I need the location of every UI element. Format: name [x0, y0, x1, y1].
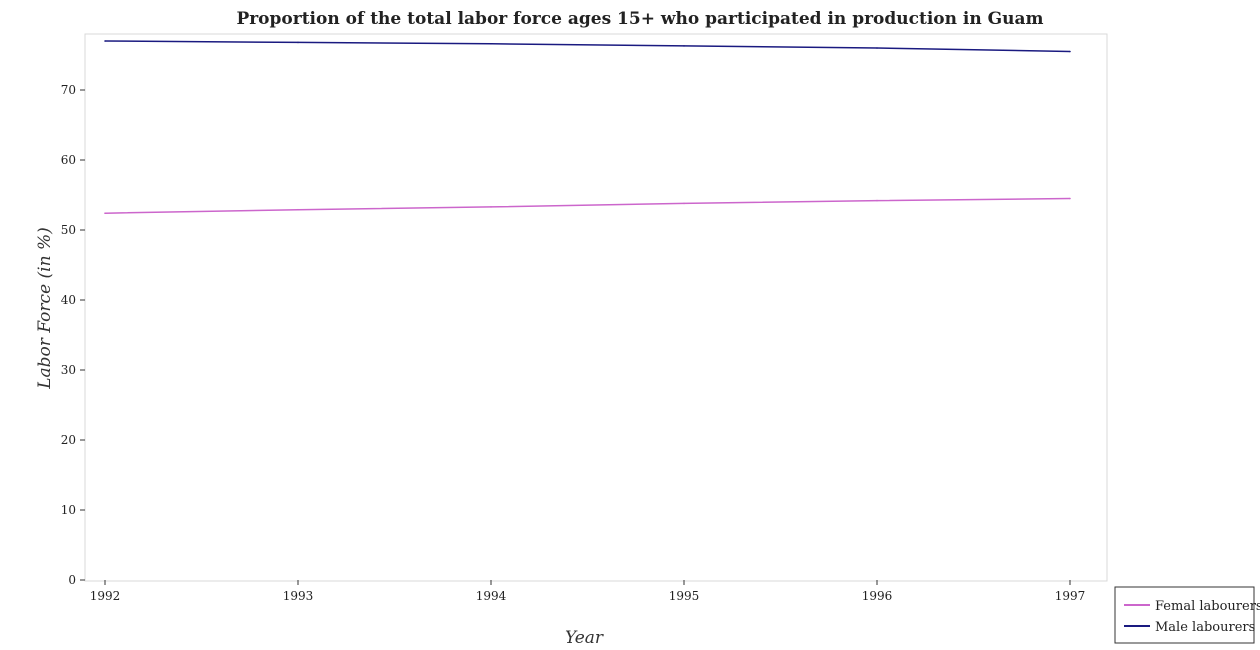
- data-point: [490, 43, 492, 45]
- x-tick-label: 1995: [669, 589, 700, 603]
- plot-area: [84, 33, 1108, 582]
- data-point: [1069, 50, 1071, 53]
- data-point: [683, 45, 685, 47]
- y-tick-label: 40: [61, 293, 76, 307]
- data-point: [490, 206, 492, 208]
- y-tick-label: 20: [61, 433, 76, 447]
- x-axis-title: Year: [565, 628, 604, 648]
- data-point: [683, 202, 685, 205]
- series-line-female: [104, 197, 1071, 214]
- y-tick-label: 0: [68, 573, 76, 587]
- data-point: [876, 47, 878, 49]
- x-tick-label: 1996: [862, 589, 893, 603]
- chart-title: Proportion of the total labor force ages…: [236, 9, 1043, 29]
- data-point: [104, 40, 106, 42]
- x-tick-label: 1992: [90, 589, 121, 603]
- x-axis: 1992 1993 1994 1995 1996 1997: [90, 580, 1086, 603]
- data-point: [1069, 197, 1071, 200]
- legend-box: [1114, 586, 1255, 644]
- y-tick-label: 50: [61, 223, 76, 237]
- y-tick-label: 60: [61, 153, 76, 167]
- data-point: [104, 212, 106, 214]
- x-tick-label: 1997: [1055, 589, 1086, 603]
- y-axis: 0 10 20 30 40 50 60 70: [61, 83, 85, 587]
- x-tick-label: 1994: [476, 589, 507, 603]
- series-group: [104, 40, 1071, 214]
- data-point: [876, 199, 878, 202]
- data-point: [297, 41, 299, 44]
- y-axis-title: Labor Force (in %): [35, 227, 55, 390]
- data-point: [297, 208, 299, 211]
- x-tick-label: 1993: [283, 589, 314, 603]
- y-tick-label: 30: [61, 363, 76, 377]
- legend: Femal labourers Male labourers: [1114, 586, 1260, 644]
- series-line-male: [104, 40, 1071, 53]
- legend-label: Femal labourers: [1155, 599, 1260, 614]
- legend-label: Male labourers: [1155, 620, 1255, 635]
- y-tick-label: 70: [61, 83, 76, 97]
- y-tick-label: 10: [61, 503, 76, 517]
